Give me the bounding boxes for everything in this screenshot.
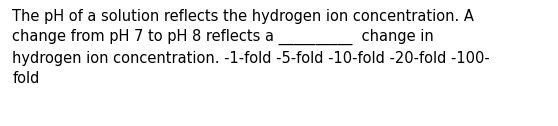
Text: The pH of a solution reflects the hydrogen ion concentration. A
change from pH 7: The pH of a solution reflects the hydrog… bbox=[12, 9, 490, 86]
